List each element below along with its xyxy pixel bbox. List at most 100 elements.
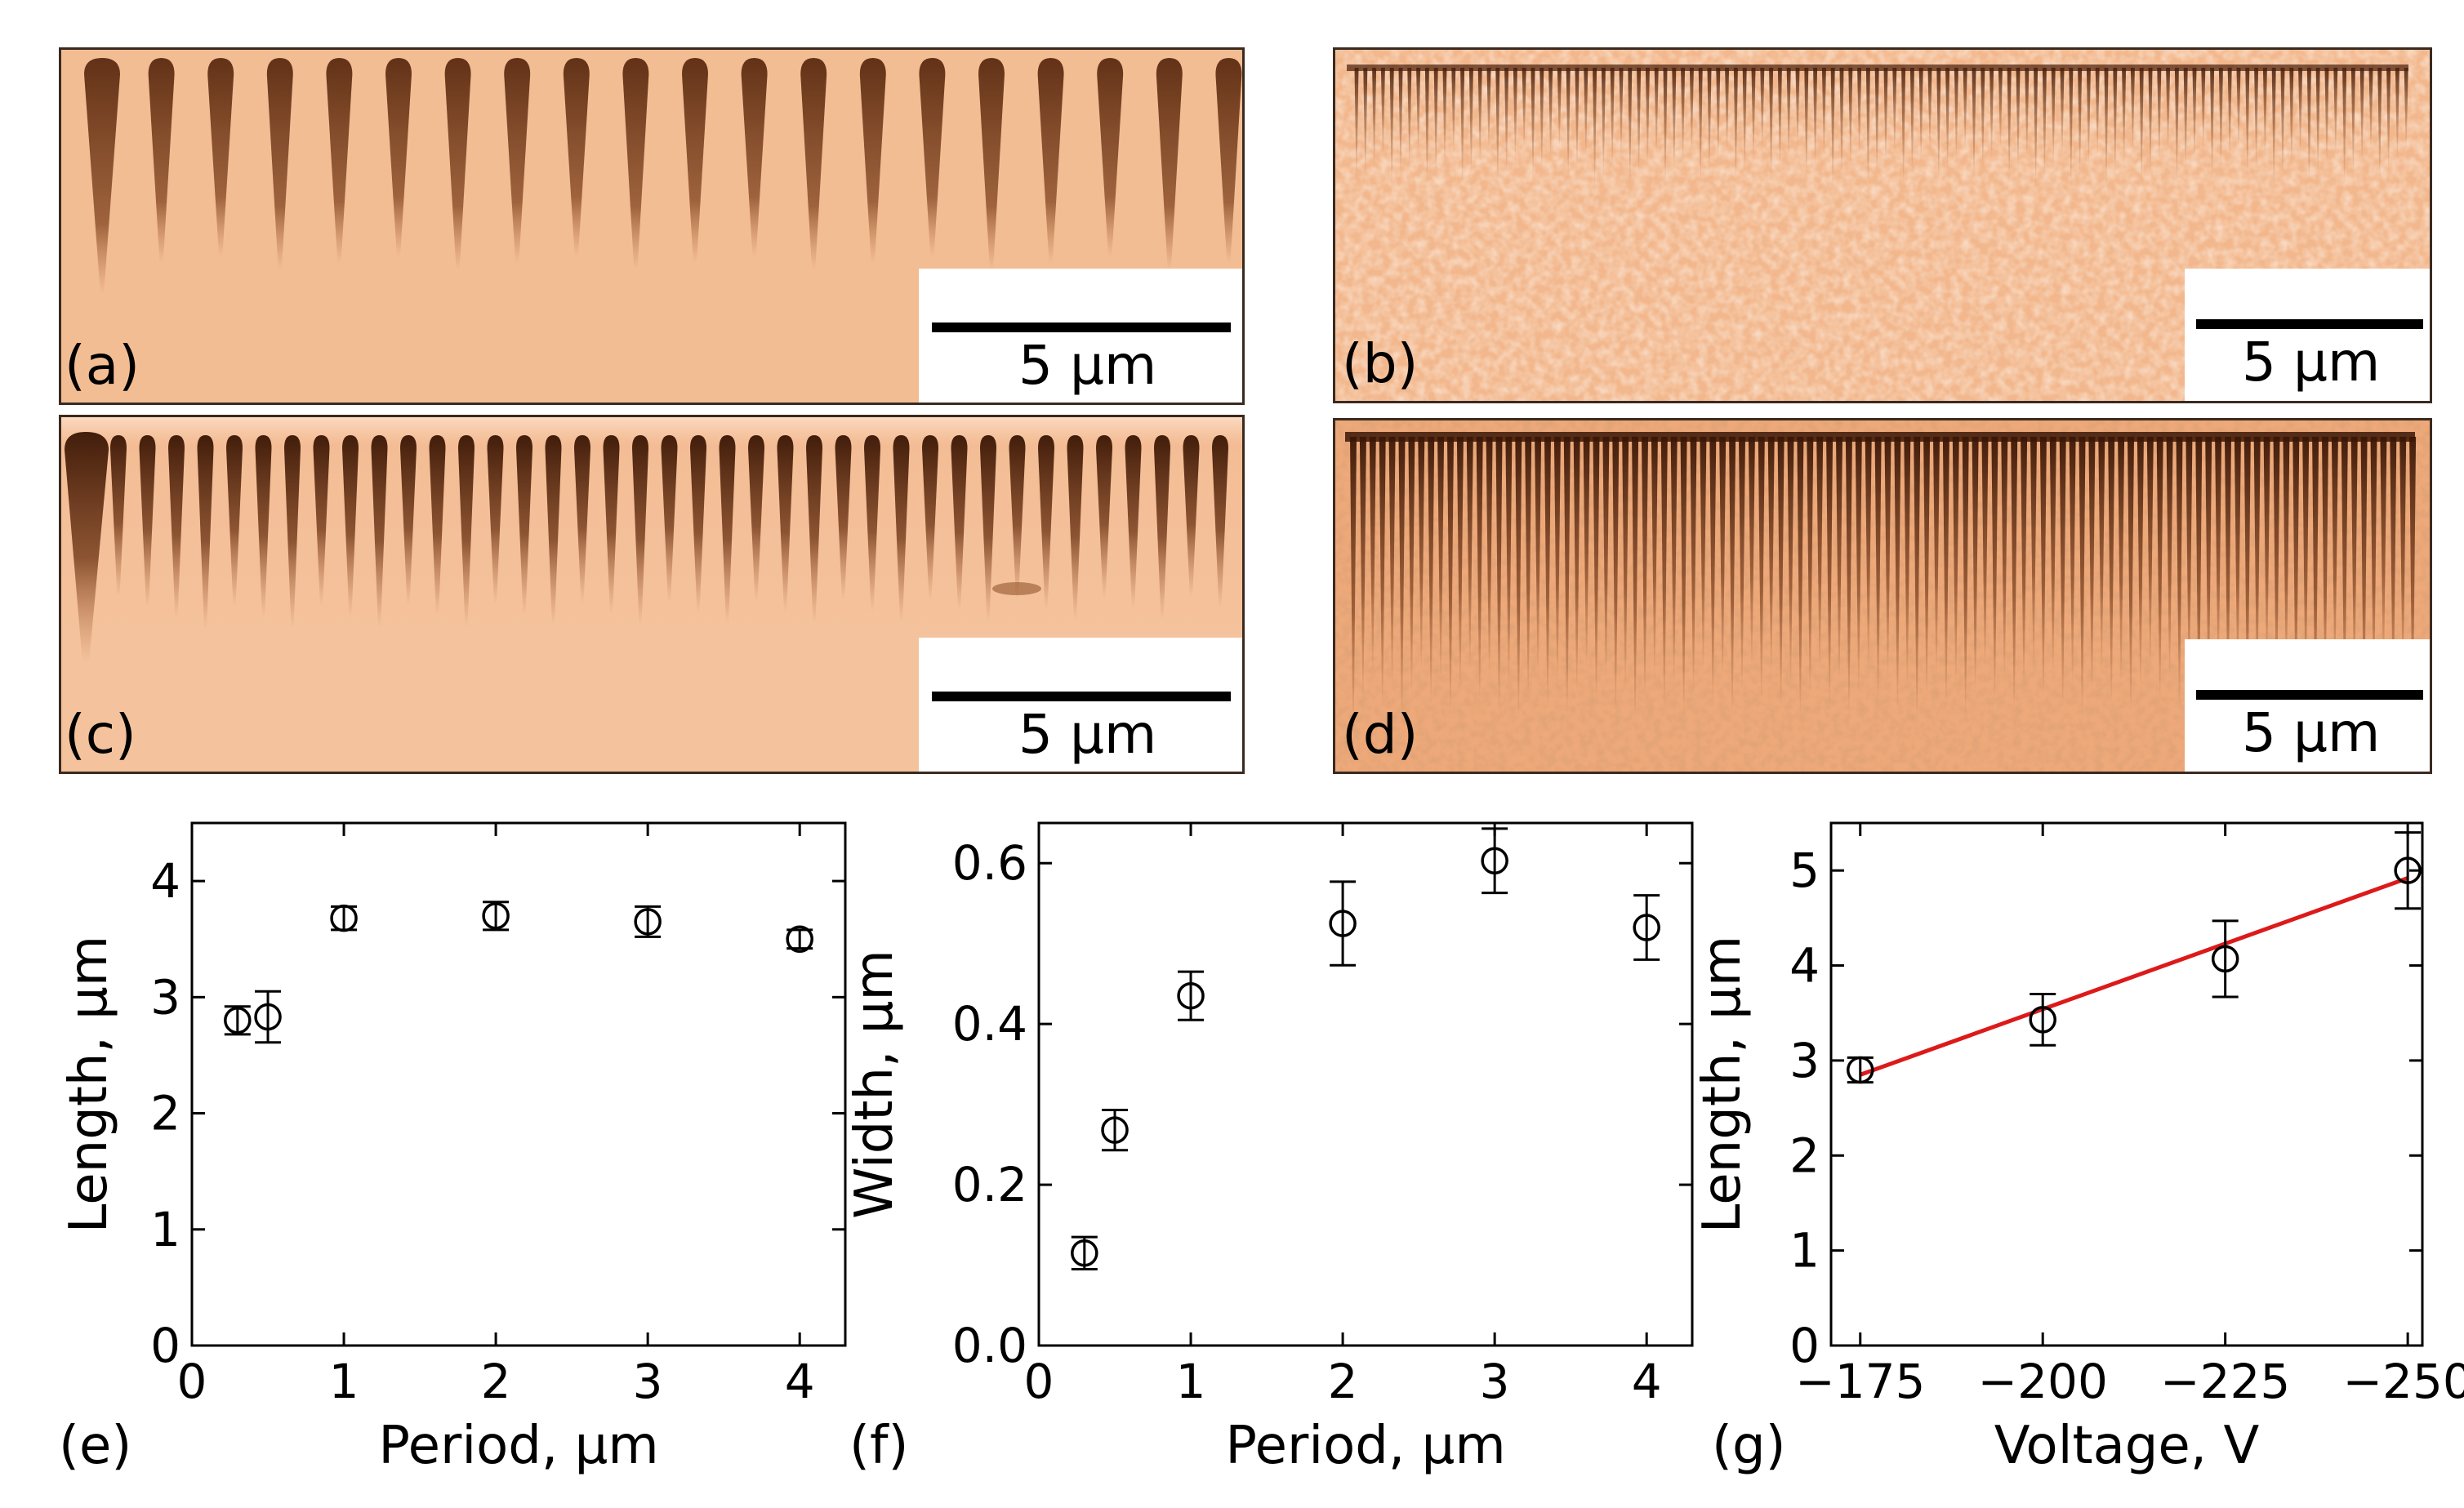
domain-d (2409, 437, 2417, 714)
domain-d (1505, 437, 1513, 687)
domain-b (1874, 68, 1879, 175)
y-tick-label: 0.4 (952, 996, 1027, 1052)
domain-c (1125, 435, 1142, 609)
domain-b (1945, 68, 1950, 171)
domain-c (429, 435, 446, 616)
domain-d (1942, 437, 1949, 707)
y-tick-label: 3 (150, 969, 180, 1025)
chart-g: −175 −200 −225 −250 0 1 2 3 4 5 Voltage, V Length, … (1699, 821, 2464, 1476)
domain-b (1804, 68, 1809, 178)
domain-a (266, 58, 293, 270)
x-tick-label: 3 (1480, 1354, 1510, 1409)
data-point (254, 1003, 282, 1031)
data-point (1633, 914, 1660, 941)
domain-d (1874, 437, 1882, 701)
domain-b (2113, 68, 2118, 174)
fit-line (1859, 876, 2408, 1077)
domains-b (1335, 50, 2430, 401)
domain-b (2130, 68, 2135, 153)
domain-b (2350, 68, 2355, 173)
domain-d (1359, 437, 1366, 699)
domain-b (1539, 68, 1544, 170)
plot-frame (1037, 821, 1694, 1347)
domain-d (1466, 437, 1473, 667)
domain-d (1865, 437, 1872, 668)
domain-b (1433, 68, 1438, 175)
domain-a (1037, 58, 1064, 264)
domain-d (2215, 437, 2222, 673)
domain-d (2322, 437, 2328, 698)
x-tick-label: 1 (329, 1354, 359, 1409)
domain-d (1904, 437, 1911, 687)
data-point (1177, 981, 1205, 1010)
data-point (786, 925, 813, 953)
domain-d (2088, 437, 2096, 695)
domain-d (2069, 437, 2076, 685)
domain-d (2292, 437, 2300, 712)
x-tick-label: 1 (1176, 1354, 1206, 1409)
domain-b (1936, 68, 1941, 182)
data-point (634, 908, 662, 936)
domain-a (444, 58, 471, 270)
domain-d (2350, 437, 2358, 684)
domain-d (1456, 437, 1464, 691)
y-tick-label: 0 (1789, 1318, 1820, 1373)
scalebar-b (2196, 319, 2423, 329)
domain-d (1933, 437, 1940, 674)
domain-b (1769, 68, 1774, 180)
domain-d (1700, 437, 1707, 670)
domain-c (139, 435, 156, 607)
domain-b (2218, 68, 2223, 169)
domain-d (1388, 437, 1396, 685)
domain-c (951, 435, 968, 611)
domain-b (1380, 68, 1385, 157)
domain-d (2049, 437, 2056, 675)
domain-d (1418, 437, 1425, 671)
domains-a (84, 58, 1242, 295)
domain-d (1486, 437, 1493, 677)
domain-b (1830, 68, 1835, 187)
domain-b (1398, 68, 1403, 176)
domain-b (1998, 68, 2003, 149)
domain-b (1698, 68, 1703, 183)
domain-d (1602, 437, 1610, 678)
domain-b (1681, 68, 1686, 163)
domain-b (1909, 68, 1914, 173)
domain-b (1610, 68, 1615, 167)
domain-b (1821, 68, 1826, 157)
domain-c (1183, 435, 1200, 598)
domain-b (1901, 68, 1906, 184)
domain-b (1424, 68, 1429, 185)
domain-c (371, 435, 388, 627)
domain-d (1709, 437, 1717, 704)
domain-d (1379, 437, 1386, 709)
domain-d (2118, 437, 2125, 681)
domain-b (1531, 68, 1535, 180)
domain-d (1350, 437, 1357, 731)
domain-d (2030, 437, 2037, 665)
domain-c (313, 435, 330, 606)
domain-a (859, 58, 886, 264)
domain-d (2001, 437, 2008, 679)
domain-d (1729, 437, 1736, 714)
domain-a (741, 58, 768, 257)
domain-b (1372, 68, 1377, 167)
domain-d (1553, 437, 1561, 683)
domain-d (2108, 437, 2115, 705)
domain-d (2128, 437, 2134, 714)
domain-a (682, 58, 708, 264)
domain-b (1751, 68, 1756, 160)
data-point (2211, 945, 2239, 973)
domain-b (2315, 68, 2320, 175)
domain-d (1787, 437, 1794, 686)
domain-b (1504, 68, 1509, 171)
domain-b (1575, 68, 1580, 168)
image-panel-c: 5 μm (c) (59, 415, 1245, 774)
y-tick-label: 5 (1789, 843, 1820, 898)
domain-c (1038, 435, 1054, 610)
domain-a (385, 58, 412, 257)
plot-frame (190, 821, 847, 1347)
domain-d (1884, 437, 1891, 678)
domain-d (1680, 437, 1687, 718)
domain-d (2137, 437, 2144, 691)
